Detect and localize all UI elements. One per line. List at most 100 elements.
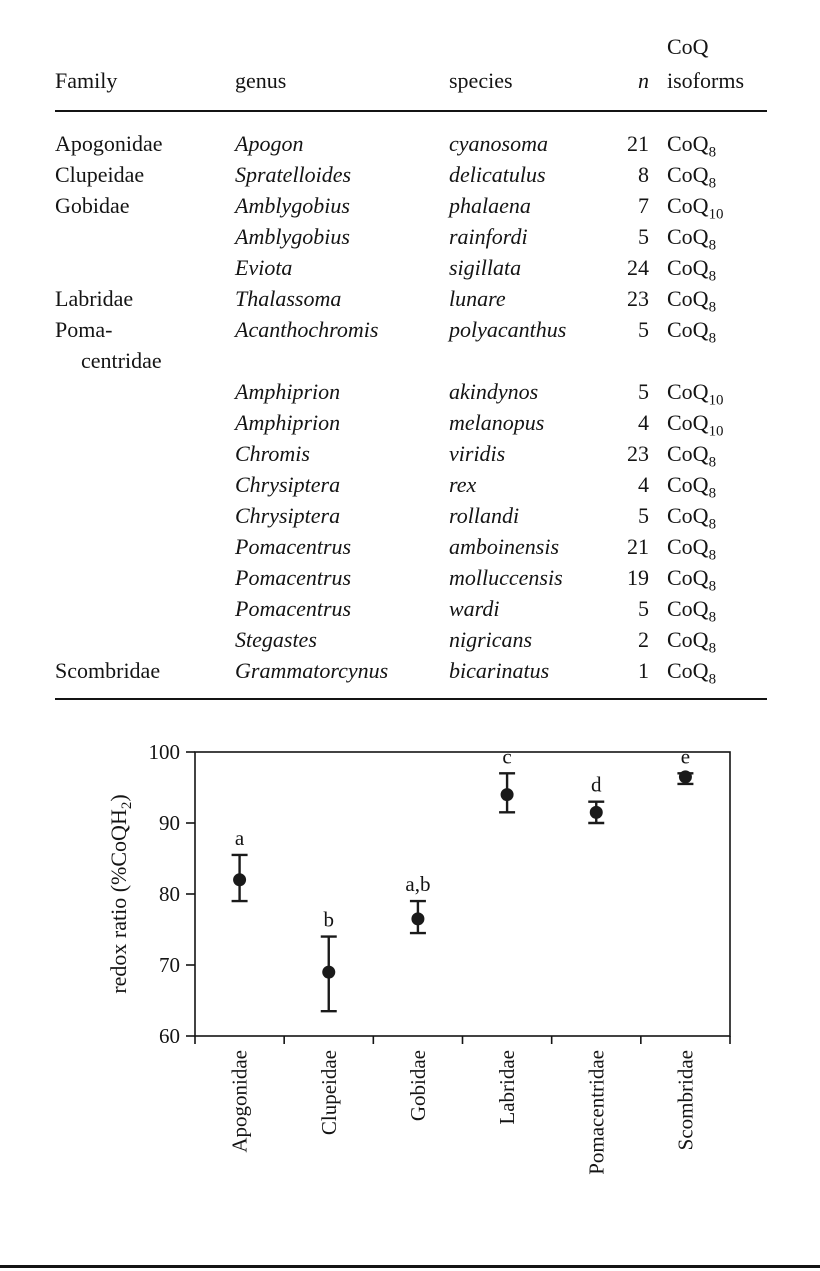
n-cell: 5 <box>638 596 649 621</box>
n-cell: 4 <box>638 472 649 497</box>
data-point <box>411 912 425 926</box>
genus-cell: Amphiprion <box>235 379 341 404</box>
family-cell <box>55 376 235 407</box>
isoform-cell: CoQ8 <box>667 503 717 533</box>
genus-cell: Acanthochromis <box>235 317 379 342</box>
isoform-cell: CoQ8 <box>667 658 717 688</box>
table-row: Labridae Thalassoma lunare 23 CoQ8 <box>55 283 767 315</box>
isoform-cell: CoQ8 <box>667 596 717 626</box>
table-row: Stegastes nigricans 2 CoQ8 <box>55 624 767 657</box>
table-row: Chrysiptera rollandi 5 CoQ8 <box>55 500 767 533</box>
y-axis-label: redox ratio (%CoQH2​) <box>106 794 135 993</box>
y-tick-label: 60 <box>159 1024 180 1048</box>
n-cell: 23 <box>627 286 649 311</box>
family-cell <box>55 221 235 252</box>
table-header-row: Family genus species n CoQ isoforms <box>55 30 767 112</box>
table-row: Clupeidae Spratelloides delicatulus 8 Co… <box>55 159 767 192</box>
isoform-cell: CoQ8 <box>667 317 717 347</box>
isoform-cell: CoQ8 <box>667 472 717 502</box>
table-body: Apogonidae Apogon cyanosoma 21 CoQ8 Clup… <box>55 111 767 699</box>
x-category-label: Clupeidae <box>317 1050 341 1135</box>
family-cell: Clupeidae <box>55 162 145 187</box>
significance-label: a <box>235 826 245 850</box>
isoform-cell: CoQ8 <box>667 565 717 595</box>
species-cell: viridis <box>449 441 506 466</box>
col-header-1: genus <box>235 30 449 112</box>
n-cell: 23 <box>627 441 649 466</box>
species-cell: polyacanthus <box>449 317 567 342</box>
species-cell: delicatulus <box>449 162 546 187</box>
y-tick-label: 80 <box>159 882 180 906</box>
family-cell: Scombridae <box>55 658 161 683</box>
family-cell <box>55 531 235 562</box>
x-category-label: Scombridae <box>673 1050 697 1150</box>
isoform-cell: CoQ8 <box>667 627 717 657</box>
genus-cell: Grammatorcynus <box>235 658 389 683</box>
n-cell: 1 <box>638 658 649 683</box>
species-cell: cyanosoma <box>449 131 548 156</box>
n-cell: 4 <box>638 410 649 435</box>
data-point <box>233 873 247 887</box>
isoform-cell: CoQ10 <box>667 193 724 223</box>
data-point <box>322 965 336 979</box>
x-category-label: Apogonidae <box>228 1050 252 1153</box>
isoform-cell: CoQ10 <box>667 379 724 409</box>
isoform-cell: CoQ10 <box>667 410 724 440</box>
data-point <box>500 788 514 802</box>
coq-isoform-table-section: Family genus species n CoQ isoforms Apogonida… <box>55 30 767 700</box>
n-cell: 21 <box>627 534 649 559</box>
col-header-2: species <box>449 30 609 112</box>
species-cell: bicarinatus <box>449 658 550 683</box>
species-cell: amboinensis <box>449 534 559 559</box>
n-cell: 5 <box>638 317 649 342</box>
table-row: Amphiprion melanopus 4 CoQ10 <box>55 407 767 440</box>
genus-cell: Chrysiptera <box>235 503 341 528</box>
table-header: Family genus species n CoQ isoforms <box>55 30 767 112</box>
genus-cell: Pomacentrus <box>235 565 352 590</box>
table-row: Pomacentrus amboinensis 21 CoQ8 <box>55 531 767 563</box>
table-row: Pomacentrus molluccensis 19 CoQ8 <box>55 562 767 595</box>
x-category-label: Pomacentridae <box>584 1050 608 1175</box>
significance-label: d <box>591 773 602 797</box>
genus-cell: Chrysiptera <box>235 472 341 497</box>
y-tick-label: 100 <box>149 740 181 764</box>
genus-cell: Chromis <box>235 441 310 466</box>
y-tick-label: 90 <box>159 811 180 835</box>
x-category-label: Gobidae <box>406 1050 430 1121</box>
n-cell: 7 <box>638 193 649 218</box>
species-cell: sigillata <box>449 255 522 280</box>
n-cell: 8 <box>638 162 649 187</box>
table-row: Pomacentrus wardi 5 CoQ8 <box>55 593 767 626</box>
genus-cell: Thalassoma <box>235 286 342 311</box>
significance-label: e <box>681 744 690 768</box>
species-cell: rex <box>449 472 477 497</box>
genus-cell: Spratelloides <box>235 162 352 187</box>
species-cell: rollandi <box>449 503 520 528</box>
table-row: Eviota sigillata 24 CoQ8 <box>55 252 767 285</box>
redox-ratio-chart: 60 70 80 90 100 a Apogonidae b Clupeidae a,b Gobid… <box>106 740 731 1175</box>
n-cell: 19 <box>627 565 649 590</box>
isoform-cell: CoQ8 <box>667 255 717 285</box>
n-cell: 5 <box>638 503 649 528</box>
n-cell: 24 <box>627 255 649 280</box>
species-cell: molluccensis <box>449 565 563 590</box>
family-cell: Apogonidae <box>55 131 163 156</box>
family-cell <box>55 438 235 469</box>
species-cell: phalaena <box>449 193 531 218</box>
family-cell <box>55 469 235 500</box>
family-cell <box>55 407 235 438</box>
y-tick-label: 70 <box>159 953 180 977</box>
genus-cell: Amblygobius <box>235 193 350 218</box>
data-point <box>678 770 692 784</box>
genus-cell: Amblygobius <box>235 224 350 249</box>
table-row: Chromis viridis 23 CoQ8 <box>55 438 767 470</box>
family-cell <box>55 500 235 531</box>
family-cell <box>55 624 235 655</box>
x-category-label: Labridae <box>495 1050 519 1125</box>
genus-cell: Eviota <box>235 255 293 280</box>
n-cell: 2 <box>638 627 649 652</box>
species-cell: rainfordi <box>449 224 528 249</box>
isoform-cell: CoQ8 <box>667 162 717 192</box>
n-cell: 5 <box>638 224 649 249</box>
